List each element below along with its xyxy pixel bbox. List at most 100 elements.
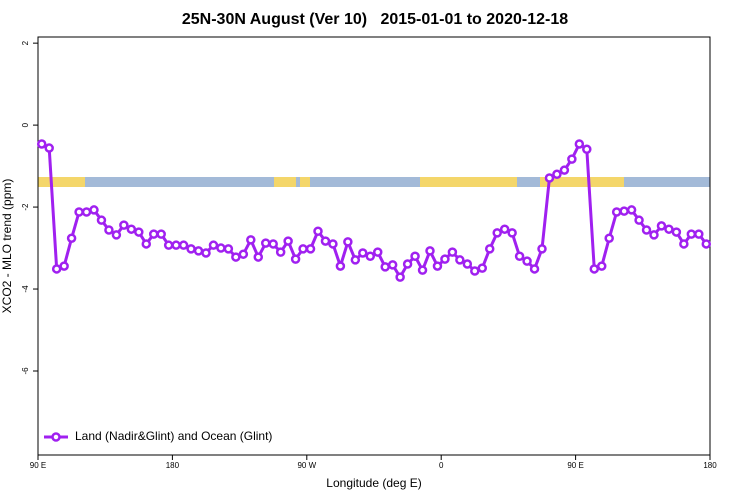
y-tick-label: -6	[21, 367, 30, 375]
data-point	[320, 236, 331, 246]
y-tick-label: 0	[21, 122, 30, 127]
data-point	[275, 247, 286, 257]
data-point	[350, 255, 361, 265]
data-point	[671, 227, 682, 237]
data-point	[417, 265, 428, 275]
data-point	[589, 264, 600, 274]
data-point	[604, 233, 614, 243]
data-point	[59, 261, 69, 271]
data-point	[156, 229, 166, 239]
data-point	[484, 244, 495, 254]
x-tick-label: 180	[166, 461, 180, 470]
y-tick-label: -2	[21, 203, 30, 211]
data-point	[89, 205, 99, 215]
data-point	[701, 239, 712, 249]
data-point	[36, 139, 47, 149]
legend-label: Land (Nadir&Glint) and Ocean (Glint)	[75, 429, 272, 443]
data-point	[81, 207, 92, 217]
data-point	[74, 207, 84, 217]
data-point	[410, 251, 420, 261]
data-point	[529, 264, 540, 274]
data-point	[290, 254, 301, 264]
data-point	[335, 261, 346, 271]
x-tick-label: 90 E	[567, 461, 583, 470]
data-point	[111, 230, 122, 240]
data-point	[178, 240, 189, 250]
data-point	[634, 215, 644, 225]
data-point	[447, 247, 458, 257]
data-point	[679, 239, 689, 249]
y-tick-label: -4	[21, 285, 30, 293]
data-point	[596, 261, 607, 271]
data-point	[656, 221, 667, 231]
land-strip	[420, 177, 517, 187]
data-point	[507, 228, 517, 238]
data-point	[134, 227, 144, 237]
data-point	[664, 224, 674, 234]
data-point	[268, 239, 278, 249]
data-point	[66, 233, 77, 243]
x-tick-label: 90 W	[297, 461, 316, 470]
data-point	[432, 261, 443, 271]
data-point	[365, 251, 376, 261]
data-point	[372, 247, 383, 257]
data-point	[216, 243, 226, 253]
data-point	[201, 248, 211, 258]
data-point	[514, 251, 525, 261]
data-point	[552, 169, 562, 180]
data-point	[231, 252, 241, 262]
data-point	[44, 143, 54, 153]
x-axis-label: Longitude (deg E)	[326, 476, 421, 490]
x-tick-label: 180	[703, 461, 717, 470]
data-point	[694, 229, 704, 239]
data-point	[186, 244, 196, 254]
data-point	[163, 240, 174, 250]
data-point	[582, 144, 592, 155]
data-point	[343, 237, 353, 247]
data-point	[544, 173, 555, 183]
data-point	[462, 259, 473, 269]
land-ocean-strip	[38, 177, 710, 187]
data-point	[387, 260, 398, 270]
data-point	[223, 244, 234, 254]
data-point	[298, 244, 308, 254]
land-strip	[274, 177, 296, 187]
data-point	[208, 240, 219, 250]
legend-marker	[51, 432, 61, 442]
data-point	[522, 256, 532, 266]
data-point	[305, 244, 316, 254]
data-point	[537, 244, 547, 254]
chart-title: 25N-30N August (Ver 10) 2015-01-01 to 20…	[182, 11, 568, 28]
data-point	[611, 207, 622, 217]
data-point	[246, 235, 256, 245]
land-strip	[38, 177, 85, 187]
data-point	[440, 254, 450, 264]
data-point	[425, 246, 435, 256]
data-point	[619, 206, 629, 216]
plot-frame	[37, 36, 711, 456]
data-point	[380, 262, 390, 272]
data-point	[51, 264, 62, 274]
data-point	[238, 249, 249, 259]
data-point	[148, 229, 159, 239]
x-tick-label: 90 E	[30, 461, 46, 470]
data-point	[395, 272, 405, 282]
data-point	[686, 229, 697, 239]
data-point	[104, 225, 114, 235]
data-point	[96, 215, 107, 225]
data-point	[253, 252, 264, 262]
data-point	[574, 139, 585, 149]
data-point	[171, 240, 181, 250]
land-strip	[300, 177, 310, 187]
data-point	[141, 239, 152, 249]
data-point	[559, 165, 570, 175]
data-point	[328, 239, 338, 249]
data-point	[567, 154, 577, 164]
data-point	[477, 263, 488, 273]
data-point	[313, 226, 323, 236]
data-point	[649, 230, 659, 240]
data-point	[358, 248, 368, 258]
data-point	[470, 266, 480, 276]
data-point	[260, 238, 271, 248]
